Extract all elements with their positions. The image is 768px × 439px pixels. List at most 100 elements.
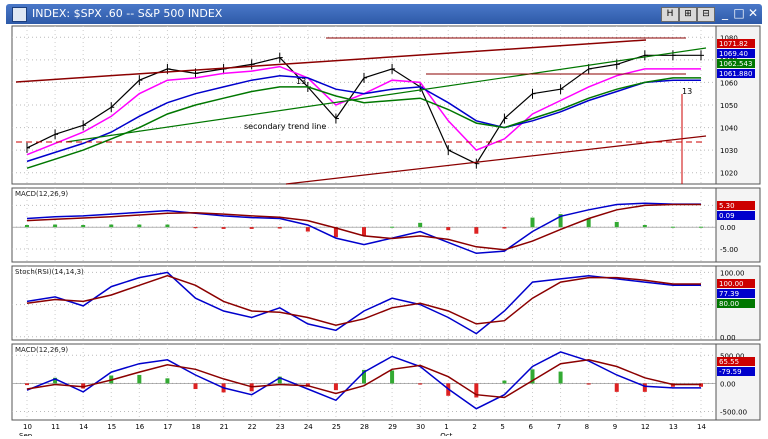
value-box bbox=[717, 289, 755, 298]
y-tick-label: 100.00 bbox=[720, 269, 745, 277]
month-label: Oct bbox=[440, 432, 452, 436]
series-line-3-0 bbox=[26, 351, 701, 410]
right-axis bbox=[715, 343, 761, 421]
histogram-bar bbox=[193, 227, 198, 229]
value-label: 1062.543 bbox=[719, 60, 752, 68]
x-tick-label: 11 bbox=[51, 423, 60, 431]
value-box bbox=[717, 201, 755, 210]
histogram-bar bbox=[193, 383, 198, 390]
x-tick-label: 14 bbox=[697, 423, 706, 431]
y-tick-label: 1050 bbox=[720, 102, 738, 110]
histogram-bar bbox=[25, 225, 29, 228]
y-tick-label: 1080 bbox=[720, 34, 738, 42]
y-tick-label: 0.00 bbox=[720, 334, 736, 342]
value-label: 65.55 bbox=[719, 358, 739, 366]
histogram-bar bbox=[614, 383, 619, 392]
toolbar-tile-button[interactable]: ⊞ bbox=[679, 7, 697, 22]
value-label: 0.09 bbox=[719, 212, 735, 220]
histogram-bar bbox=[418, 222, 423, 228]
close-icon[interactable]: ✕ bbox=[747, 6, 759, 20]
value-label: 1071.82 bbox=[719, 40, 748, 48]
histogram-bar bbox=[530, 369, 535, 384]
annotation-label: 13 bbox=[682, 87, 692, 96]
value-label: 77.39 bbox=[719, 290, 739, 298]
histogram-bar bbox=[221, 227, 226, 229]
window-titlebar[interactable]: INDEX: $SPX .60 -- S&P 500 INDEX H ⊞ ⊟ _… bbox=[6, 4, 762, 24]
histogram-bar bbox=[642, 225, 647, 228]
panel-title: MACD(12,26,9) bbox=[15, 190, 68, 198]
histogram-bar bbox=[25, 383, 29, 386]
y-tick-label: 500.00 bbox=[720, 352, 745, 360]
x-tick-label: 21 bbox=[220, 423, 229, 431]
x-tick-label: 30 bbox=[416, 423, 425, 431]
histogram-bar bbox=[362, 369, 366, 384]
value-label: -79.59 bbox=[719, 368, 742, 376]
series-line-1-1 bbox=[26, 203, 701, 251]
right-axis bbox=[715, 187, 761, 263]
value-label: 1069.40 bbox=[719, 50, 748, 58]
histogram-bar bbox=[586, 218, 591, 228]
y-tick-label: 0.00 bbox=[720, 224, 736, 232]
y-tick-label: -5.00 bbox=[720, 246, 738, 254]
histogram-bar bbox=[277, 227, 282, 229]
trend-line bbox=[65, 47, 707, 143]
chart-app-icon bbox=[12, 7, 27, 22]
histogram-bar bbox=[699, 226, 703, 228]
window-title: INDEX: $SPX .60 -- S&P 500 INDEX bbox=[32, 7, 223, 20]
y-tick-label: 1030 bbox=[720, 147, 738, 155]
series-line-2-0 bbox=[26, 271, 701, 335]
value-box bbox=[717, 279, 755, 288]
x-tick-label: 2 bbox=[472, 423, 476, 431]
histogram-bar bbox=[558, 371, 563, 384]
histogram-bar bbox=[390, 226, 395, 228]
histogram-bar bbox=[670, 226, 675, 228]
x-tick-label: 15 bbox=[107, 423, 116, 431]
x-tick-label: 18 bbox=[192, 423, 201, 431]
value-box bbox=[717, 59, 755, 68]
histogram-bar bbox=[530, 217, 535, 228]
histogram-bar bbox=[362, 227, 366, 236]
x-tick-label: 28 bbox=[360, 423, 369, 431]
value-label: 80.00 bbox=[719, 300, 739, 308]
panel-title: MACD(12,26,9) bbox=[15, 346, 68, 354]
histogram-bar bbox=[390, 370, 395, 384]
histogram-bar bbox=[305, 227, 310, 232]
histogram-bar bbox=[53, 224, 58, 228]
x-tick-label: 8 bbox=[585, 423, 589, 431]
value-box bbox=[717, 211, 755, 220]
histogram-bar bbox=[642, 383, 647, 392]
value-box bbox=[717, 367, 755, 376]
x-tick-label: 22 bbox=[248, 423, 257, 431]
x-tick-label: 5 bbox=[500, 423, 504, 431]
histogram-bar bbox=[333, 227, 338, 238]
value-box bbox=[717, 49, 755, 58]
x-tick-label: 6 bbox=[529, 423, 534, 431]
histogram-bar bbox=[249, 227, 254, 229]
maximize-icon[interactable]: □ bbox=[733, 6, 745, 20]
histogram-bar bbox=[81, 383, 86, 389]
value-box bbox=[717, 69, 755, 78]
histogram-bar bbox=[502, 380, 507, 384]
y-tick-label: 0.00 bbox=[720, 380, 736, 388]
x-tick-label: 23 bbox=[276, 423, 285, 431]
x-tick-label: 16 bbox=[135, 423, 144, 431]
histogram-bar bbox=[165, 378, 170, 384]
x-tick-label: 13 bbox=[669, 423, 678, 431]
y-tick-label: -500.00 bbox=[720, 409, 747, 417]
toolbar-h-button[interactable]: H bbox=[661, 7, 679, 22]
annotation-label: 13 bbox=[296, 77, 306, 86]
trend-line bbox=[285, 135, 707, 185]
minimize-icon[interactable]: _ bbox=[722, 6, 728, 20]
x-tick-label: 29 bbox=[388, 423, 397, 431]
histogram-bar bbox=[165, 224, 170, 228]
series-line-3-1 bbox=[26, 359, 701, 399]
x-tick-label: 7 bbox=[557, 423, 561, 431]
histogram-bar bbox=[418, 383, 423, 385]
x-tick-label: 17 bbox=[163, 423, 172, 431]
series-line-1-0 bbox=[26, 202, 701, 255]
histogram-bar bbox=[446, 227, 451, 231]
histogram-bar bbox=[137, 374, 142, 384]
x-tick-label: 9 bbox=[613, 423, 617, 431]
toolbar-cascade-button[interactable]: ⊟ bbox=[697, 7, 715, 22]
